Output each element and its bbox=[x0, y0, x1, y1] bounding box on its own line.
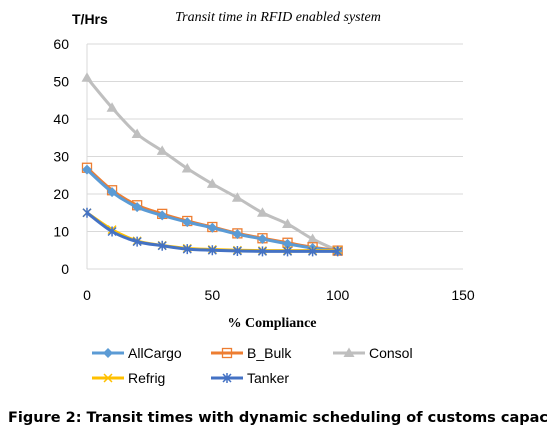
y-tick-label: 60 bbox=[53, 36, 69, 52]
series-consol bbox=[81, 72, 344, 255]
x-axis-label: % Compliance bbox=[227, 316, 316, 331]
data-point-tanker bbox=[232, 246, 242, 256]
data-point-allcargo bbox=[107, 187, 118, 198]
legend-label: Refrig bbox=[128, 370, 165, 386]
y-tick-label: 40 bbox=[53, 111, 69, 127]
y-tick-label: 10 bbox=[53, 224, 69, 240]
data-point-tanker bbox=[283, 246, 293, 257]
data-point-tanker bbox=[107, 226, 117, 237]
x-tick-labels: 0 50 100 150 bbox=[83, 287, 475, 303]
legend-item-consol: Consol bbox=[333, 345, 413, 361]
legend-item-b-bulk: B_Bulk bbox=[211, 345, 292, 361]
data-point-consol bbox=[156, 145, 168, 155]
data-point-tanker bbox=[257, 246, 267, 257]
figure-caption: Figure 2: Transit times with dynamic sch… bbox=[8, 410, 547, 426]
gridlines bbox=[86, 43, 463, 270]
legend-label: Tanker bbox=[247, 370, 289, 386]
data-point-consol bbox=[282, 218, 294, 228]
data-point-consol bbox=[106, 102, 118, 112]
legend: AllCargo B_Bulk Consol Refrig Tanker bbox=[92, 345, 413, 386]
data-point-tanker bbox=[207, 245, 217, 256]
data-point-consol bbox=[131, 128, 143, 138]
series-allcargo bbox=[82, 164, 343, 256]
series-tanker bbox=[82, 207, 343, 257]
data-point-allcargo bbox=[232, 229, 243, 240]
data-point-consol bbox=[231, 192, 243, 202]
data-point-tanker bbox=[182, 244, 192, 255]
legend-marker-allcargo bbox=[103, 348, 113, 358]
x-tick-label: 0 bbox=[83, 287, 91, 303]
series-group bbox=[81, 72, 344, 257]
legend-marker-refrig bbox=[103, 373, 113, 383]
y-tick-label: 50 bbox=[53, 74, 69, 90]
data-point-allcargo bbox=[207, 222, 218, 233]
x-tick-label: 50 bbox=[205, 287, 221, 303]
data-point-consol bbox=[206, 178, 218, 188]
data-point-consol bbox=[81, 72, 93, 82]
line-chart: 0 10 20 30 40 50 60 0 50 100 150 T/Hrs Transit ti… bbox=[53, 10, 475, 386]
y-axis-label: T/Hrs bbox=[72, 11, 108, 27]
x-tick-label: 100 bbox=[326, 287, 350, 303]
data-point-consol bbox=[181, 163, 193, 173]
data-point-consol bbox=[307, 233, 319, 243]
legend-marker-consol bbox=[343, 347, 355, 357]
legend-label: AllCargo bbox=[128, 345, 182, 361]
chart-title: Transit time in RFID enabled system bbox=[175, 10, 381, 25]
series-b-bulk bbox=[81, 162, 343, 256]
legend-label: Consol bbox=[369, 345, 413, 361]
y-tick-labels: 0 10 20 30 40 50 60 bbox=[53, 36, 69, 277]
data-point-allcargo bbox=[182, 217, 193, 228]
y-tick-label: 30 bbox=[53, 149, 69, 165]
y-tick-label: 0 bbox=[61, 261, 69, 277]
legend-item-tanker: Tanker bbox=[211, 370, 289, 386]
data-point-tanker bbox=[82, 207, 92, 218]
legend-marker-tanker bbox=[222, 373, 232, 383]
data-point-allcargo bbox=[82, 164, 92, 175]
y-tick-label: 20 bbox=[53, 186, 69, 202]
legend-marker-b-bulk bbox=[221, 347, 233, 359]
legend-item-refrig: Refrig bbox=[92, 370, 165, 386]
data-point-consol bbox=[256, 207, 268, 217]
data-point-tanker bbox=[157, 240, 167, 251]
legend-label: B_Bulk bbox=[247, 345, 292, 361]
legend-item-allcargo: AllCargo bbox=[92, 345, 182, 361]
data-point-allcargo bbox=[132, 202, 143, 213]
data-point-allcargo bbox=[157, 210, 168, 221]
data-point-tanker bbox=[308, 246, 318, 257]
x-tick-label: 150 bbox=[451, 287, 475, 303]
data-point-allcargo bbox=[257, 234, 268, 244]
data-point-allcargo bbox=[282, 238, 293, 249]
data-point-tanker bbox=[333, 246, 343, 257]
data-point-tanker bbox=[132, 236, 142, 247]
